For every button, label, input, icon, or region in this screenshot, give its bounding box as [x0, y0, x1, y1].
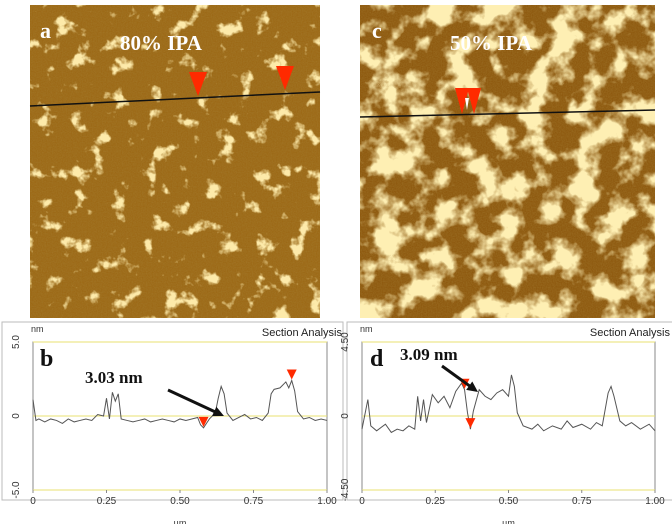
- panel-label: b: [40, 346, 53, 372]
- section-marker: [286, 369, 297, 380]
- y-tick-label: 5.0: [11, 335, 22, 349]
- x-tick-label: 0.75: [572, 496, 592, 507]
- image-caption: 50% IPA: [450, 31, 533, 55]
- plot-panel: [346, 321, 672, 501]
- panel-label: a: [40, 18, 51, 43]
- x-tick-label: 0.50: [170, 496, 190, 507]
- profile-line: [32, 378, 328, 429]
- annotation: 3.03 nm: [85, 368, 143, 387]
- afm-image-c: c 50% IPA: [359, 5, 656, 318]
- image-caption: 80% IPA: [120, 31, 203, 55]
- section-header: Section Analysis: [590, 327, 671, 339]
- y-tick-label: -5.0: [11, 481, 22, 499]
- x-tick-label: 1.00: [317, 496, 337, 507]
- annotation-arrowhead: [212, 406, 224, 417]
- y-tick-label: 0: [11, 413, 22, 419]
- section-marker: [465, 418, 476, 429]
- annotation-arrow: [441, 364, 473, 389]
- annotation-arrow: [167, 388, 218, 414]
- section-header: Section Analysis: [262, 327, 343, 339]
- profile-line: [361, 374, 656, 434]
- y-tick-label: -4.50: [340, 478, 351, 501]
- x-tick-label: 1.00: [645, 496, 665, 507]
- plot-panel: [1, 321, 344, 501]
- afm-image-a: a 80% IPA: [29, 5, 321, 318]
- x-tick-label: 0.25: [97, 496, 117, 507]
- x-tick-label: 0.50: [499, 496, 519, 507]
- annotation: 3.09 nm: [400, 345, 458, 364]
- x-tick-label: 0: [359, 496, 365, 507]
- y-unit: nm: [360, 324, 373, 334]
- x-axis-label: µm: [174, 518, 187, 524]
- annotation-arrowhead: [466, 381, 478, 392]
- x-tick-label: 0.25: [426, 496, 446, 507]
- y-unit: nm: [31, 324, 44, 334]
- x-tick-label: 0.75: [244, 496, 264, 507]
- section-marker: [198, 416, 209, 427]
- x-tick-label: 0: [30, 496, 36, 507]
- panel-label: d: [370, 346, 384, 372]
- y-tick-label: 0: [340, 413, 351, 419]
- x-axis-label: µm: [502, 518, 515, 524]
- panel-label: c: [372, 18, 382, 43]
- y-tick-label: 4.50: [340, 332, 351, 352]
